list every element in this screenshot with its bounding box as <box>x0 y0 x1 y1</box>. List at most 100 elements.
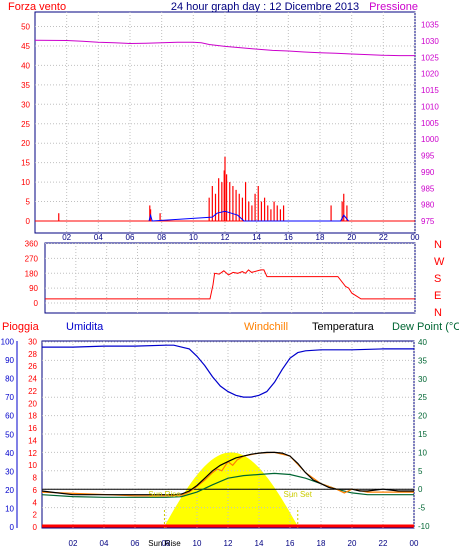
rain-axis-tick-label: 8 <box>33 474 38 483</box>
weather-series <box>41 344 414 528</box>
wind-axis-tick-label: 5 <box>26 198 31 207</box>
pressure-axis-ticks: 975 980 985 990 995 1000 1005 1010 1015 1020 1025 1… <box>421 21 439 227</box>
sun-set-label: Sun Set <box>284 490 313 499</box>
wind-direction-degree-ticks: 0 90 180 270 360 <box>25 240 39 309</box>
weather-x-tick-label: 02 <box>69 539 78 548</box>
pressure-line <box>34 39 415 57</box>
humidity-line <box>42 344 414 398</box>
wind-axis-tick-label: 30 <box>21 100 30 109</box>
direction-degree-label: 90 <box>29 284 38 293</box>
wind-axis-tick-label: 40 <box>21 61 30 70</box>
wind-axis-tick-label: 0 <box>26 217 31 226</box>
wind-direction-line <box>45 269 415 300</box>
wind-axis-tick-label: 45 <box>21 42 30 51</box>
wind-axis-tick-label: 35 <box>21 81 30 90</box>
rain-axis-tick-label: 22 <box>28 387 37 396</box>
weather-x-tick-label: 20 <box>348 539 357 548</box>
wind-x-tick-label: 12 <box>221 233 230 242</box>
temperature-axis-tick-label: 20 <box>418 412 427 421</box>
legend-humidity: Umidita <box>66 321 104 333</box>
weather-x-tick-label: 14 <box>255 539 264 548</box>
sun-rise-label: Sun Rise <box>148 490 181 499</box>
wind-axis-tick-label: 50 <box>21 23 30 32</box>
rain-axis-tick-label: 4 <box>33 498 38 507</box>
wind-axis-tick-label: 25 <box>21 120 30 129</box>
wind-x-tick-label: 20 <box>347 233 356 242</box>
humidity-axis-tick-label: 0 <box>10 523 15 532</box>
wind-x-tick-label: 14 <box>252 233 261 242</box>
pressure-axis-tick-label: 1025 <box>421 53 439 62</box>
weather-x-tick-label: 12 <box>224 539 233 548</box>
humidity-axis-tick-label: 100 <box>1 338 15 347</box>
humidity-axis-tick-label: 80 <box>5 375 14 384</box>
temperature-axis-ticks: -10 -5 0 5 10 15 20 25 30 35 40 <box>418 338 430 531</box>
rain-axis-tick-label: 18 <box>28 412 37 421</box>
pressure-axis-tick-label: 985 <box>421 184 435 193</box>
humidity-axis-tick-label: 30 <box>5 467 14 476</box>
sun-labels: Sun Rise Sun Set Sun Rise <box>148 490 313 548</box>
wind-x-tick-label: 10 <box>189 233 198 242</box>
rain-axis-tick-label: 26 <box>28 362 37 371</box>
humidity-axis-tick-label: 70 <box>5 393 14 402</box>
weather-x-tick-label: 04 <box>100 539 109 548</box>
pressure-axis-tick-label: 980 <box>421 201 435 210</box>
wind-x-tick-label: 18 <box>316 233 325 242</box>
wind-x-tick-label: 16 <box>284 233 293 242</box>
weather-x-tick-label: 06 <box>131 539 140 548</box>
weather-grid <box>42 341 415 528</box>
rain-axis-tick-label: 28 <box>28 350 37 359</box>
legend-dewpoint: Dew Point (°C <box>392 321 459 333</box>
wind-axis-tick-label: 15 <box>21 159 30 168</box>
wind-average-line <box>148 210 349 222</box>
weather-x-tick-label: 18 <box>317 539 326 548</box>
humidity-axis-ticks: 0 10 20 30 40 50 60 70 80 90 100 <box>1 338 18 532</box>
temperature-line <box>41 451 414 496</box>
wind-direction-plot-area <box>44 242 416 314</box>
pressure-axis-tick-label: 1035 <box>421 21 439 30</box>
pressure-axis-tick-label: 995 <box>421 152 435 161</box>
direction-degree-label: 270 <box>25 254 39 263</box>
temperature-axis-tick-label: 40 <box>418 338 427 347</box>
wind-pressure-x-ticks: 02 04 06 08 10 12 14 16 18 20 22 00 <box>62 233 420 242</box>
rain-axis-tick-label: 2 <box>33 511 38 520</box>
wind-axis-title: Forza vento <box>8 1 66 13</box>
pressure-axis-tick-label: 1015 <box>421 86 439 95</box>
dewpoint-line <box>41 472 414 498</box>
rain-axis-tick-label: 24 <box>28 375 37 384</box>
pressure-axis-tick-label: 1030 <box>421 37 439 46</box>
compass-label: E <box>434 290 441 302</box>
wind-x-tick-label: 22 <box>379 233 388 242</box>
wind-axis-tick-label: 10 <box>21 178 30 187</box>
pressure-axis-tick-label: 1005 <box>421 119 439 128</box>
rain-axis-tick-label: 0 <box>33 523 38 532</box>
weather-x-ticks: 02 04 06 08 10 12 14 16 18 20 22 00 <box>69 539 419 548</box>
wind-x-tick-label: 08 <box>157 233 166 242</box>
wind-x-tick-label: 04 <box>94 233 103 242</box>
weather-x-tick-label: 00 <box>410 539 419 548</box>
temperature-axis-tick-label: 25 <box>418 393 427 402</box>
graph-title: 24 hour graph day : 12 Dicembre 2013 <box>171 1 359 13</box>
pressure-axis-tick-label: 1020 <box>421 70 439 79</box>
weather-x-tick-label: 16 <box>286 539 295 548</box>
temperature-axis-tick-label: 30 <box>418 375 427 384</box>
legend-temperature: Temperatura <box>312 321 375 333</box>
pressure-axis-tick-label: 990 <box>421 168 435 177</box>
compass-label: S <box>434 273 441 285</box>
rain-axis-tick-label: 10 <box>28 461 37 470</box>
temperature-axis-tick-label: -5 <box>418 504 426 513</box>
weather-x-tick-label: 22 <box>379 539 388 548</box>
direction-degree-label: 0 <box>34 299 39 308</box>
sun-rise-bottom-label: Sun Rise <box>148 539 181 548</box>
temperature-axis-tick-label: 35 <box>418 356 427 365</box>
rain-axis-tick-label: 16 <box>28 424 37 433</box>
compass-label: N <box>434 307 442 319</box>
temperature-axis-tick-label: 10 <box>418 448 427 457</box>
humidity-axis-tick-label: 20 <box>5 486 14 495</box>
wind-axis-tick-label: 20 <box>21 139 30 148</box>
pressure-axis-tick-label: 975 <box>421 217 435 226</box>
